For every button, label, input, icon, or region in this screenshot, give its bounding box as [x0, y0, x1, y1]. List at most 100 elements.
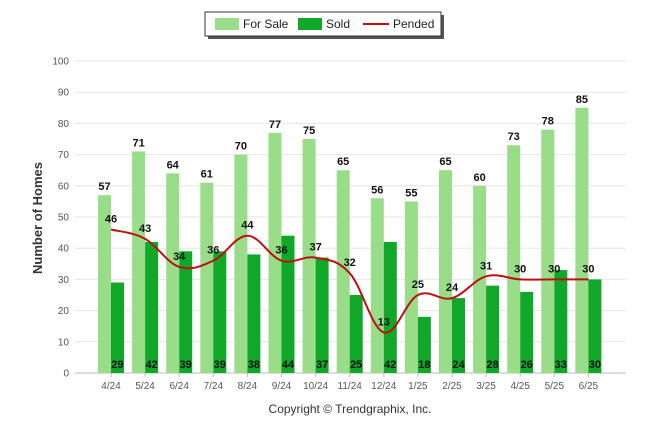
x-tick-label: 12/24 [371, 381, 396, 392]
bar-for-sale [132, 151, 146, 373]
bar-for-sale [507, 145, 521, 373]
sold-value-label: 33 [555, 359, 567, 371]
pended-series-line [110, 228, 589, 334]
bar-sold [281, 235, 295, 373]
bar-for-sale [575, 107, 589, 374]
sold-value-label: 37 [316, 359, 328, 371]
bar-sold [417, 316, 431, 373]
for-sale-value-label: 64 [167, 159, 180, 171]
sold-value-label: 28 [486, 359, 498, 371]
sold-value-label: 30 [589, 359, 601, 371]
for-sale-value-label: 77 [269, 119, 281, 131]
pended-value-label: 43 [139, 223, 151, 235]
y-tick-label: 60 [58, 181, 70, 192]
bar-for-sale [98, 195, 111, 373]
bar-sold [213, 251, 227, 373]
sold-value-label: 42 [145, 359, 157, 371]
for-sale-value-label: 56 [371, 184, 383, 196]
pended-value-label: 32 [344, 257, 356, 269]
bar-for-sale [166, 173, 180, 373]
sold-value-label: 24 [452, 359, 465, 371]
x-tick-label: 5/25 [545, 381, 565, 392]
x-tick-label: 4/25 [510, 381, 530, 392]
bar-for-sale [541, 129, 555, 373]
pended-value-label: 25 [412, 279, 424, 291]
for-sale-value-label: 78 [542, 116, 554, 128]
sold-value-label: 18 [418, 359, 430, 371]
sold-value-label: 39 [180, 359, 192, 371]
pended-value-label: 37 [309, 242, 321, 254]
bar-for-sale [370, 198, 384, 373]
legend-label: Pended [393, 17, 434, 31]
pended-value-label: 24 [446, 282, 459, 294]
y-tick-label: 90 [58, 88, 70, 99]
bars [98, 107, 602, 374]
pended-value-label: 31 [480, 260, 492, 272]
sold-value-label: 42 [384, 359, 396, 371]
x-tick-label: 11/24 [338, 381, 363, 392]
bar-for-sale [302, 139, 316, 373]
y-tick-label: 40 [58, 244, 70, 255]
for-sale-value-label: 70 [235, 141, 247, 153]
sold-value-label: 44 [282, 359, 295, 371]
bar-sold [179, 251, 193, 373]
for-sale-value-label: 85 [576, 94, 588, 106]
x-tick-label: 8/24 [238, 381, 258, 392]
sold-value-label: 29 [111, 359, 123, 371]
for-sale-value-label: 65 [439, 156, 451, 168]
pended-value-label: 30 [548, 263, 560, 275]
for-sale-value-label: 60 [473, 172, 485, 184]
for-sale-value-label: 61 [201, 169, 213, 181]
sold-value-label: 38 [248, 359, 260, 371]
bar-sold [383, 241, 397, 373]
x-axis: 4/24 5/24 6/24 7/24 8/24 9/24 10/24 11/24 12/24 1… [101, 373, 599, 392]
y-tick-label: 30 [58, 275, 70, 286]
bar-sold [349, 295, 363, 373]
y-tick-label: 70 [58, 150, 70, 161]
legend-swatch [298, 18, 322, 30]
for-sale-value-label: 57 [98, 181, 110, 193]
legend: For Sale Sold Pended [204, 11, 444, 39]
for-sale-value-label: 71 [132, 137, 144, 149]
bar-for-sale [336, 170, 350, 373]
bar-sold [520, 291, 534, 373]
pended-value-label: 36 [207, 245, 219, 257]
x-tick-label: 9/24 [272, 381, 292, 392]
y-tick-label: 80 [58, 119, 70, 130]
bar-for-sale [200, 182, 214, 373]
x-tick-label: 6/25 [579, 381, 599, 392]
x-tick-label: 4/24 [101, 381, 121, 392]
bar-for-sale [404, 201, 418, 373]
y-tick-label: 50 [58, 213, 70, 224]
x-tick-label: 5/24 [135, 381, 155, 392]
pended-value-label: 30 [514, 263, 526, 275]
sold-value-label: 39 [214, 359, 226, 371]
bar-sold [145, 241, 159, 373]
data-labels: 57 29 71 42 64 39 61 39 70 38 77 44 75 37 65 25 56 42 55 18… [98, 94, 601, 371]
pended-value-label: 36 [275, 245, 287, 257]
for-sale-value-label: 65 [337, 156, 349, 168]
y-tick-label: 10 [58, 337, 70, 348]
bar-sold [554, 270, 568, 373]
y-tick-label: 20 [58, 306, 70, 317]
x-tick-label: 2/25 [442, 381, 462, 392]
sold-value-label: 26 [521, 359, 533, 371]
pended-value-label: 34 [173, 251, 186, 263]
bar-sold [247, 254, 261, 373]
legend-label: Sold [326, 17, 350, 31]
x-tick-label: 7/24 [204, 381, 224, 392]
for-sale-value-label: 75 [303, 125, 315, 137]
pended-value-label: 13 [378, 316, 390, 328]
x-tick-label: 10/24 [303, 381, 328, 392]
bar-sold [452, 298, 465, 373]
for-sale-value-label: 55 [405, 187, 417, 199]
bar-sold [315, 257, 329, 373]
pended-value-label: 46 [105, 213, 117, 225]
x-tick-label: 3/25 [476, 381, 496, 392]
legend-label: For Sale [243, 17, 289, 31]
bar-for-sale [234, 154, 248, 373]
bar-sold [588, 279, 602, 373]
y-tick-label: 100 [52, 57, 69, 68]
bar-for-sale [439, 170, 452, 373]
